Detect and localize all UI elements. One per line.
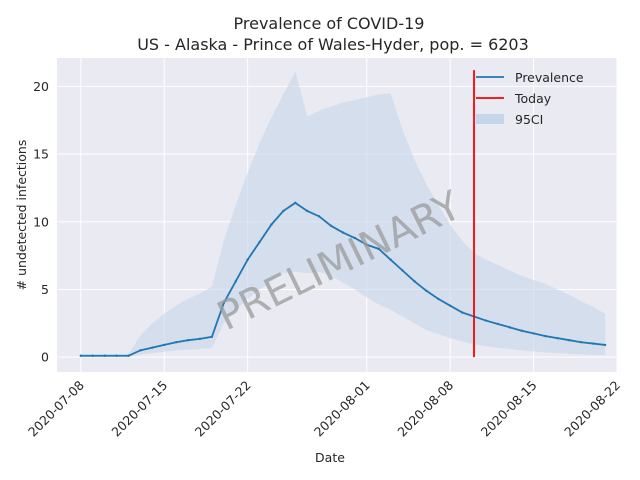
prevalence-point — [317, 215, 321, 218]
legend: Prevalence Today 95CI — [476, 70, 584, 127]
y-tick-label: 15 — [33, 147, 49, 162]
prevalence-point — [591, 342, 595, 345]
prevalence-point — [246, 258, 249, 261]
prevalence-point — [603, 343, 607, 347]
x-axis-label: Date — [315, 450, 345, 465]
y-axis-label: # undetected infections — [14, 140, 29, 291]
legend-prevalence-label: Prevalence — [515, 70, 584, 85]
prevalence-point — [484, 319, 488, 322]
prevalence-point — [568, 338, 571, 342]
prevalence-point — [234, 280, 237, 283]
prevalence-point — [460, 311, 464, 314]
prevalence-point — [556, 336, 559, 340]
prevalence-point — [544, 334, 547, 338]
prevalence-point — [258, 240, 261, 244]
x-tick-label: 2020-08-22 — [561, 378, 623, 440]
prevalence-point — [282, 209, 285, 213]
x-tick-label: 2020-08-15 — [478, 378, 540, 440]
prevalence-point — [151, 346, 154, 349]
prevalence-point — [341, 231, 345, 234]
y-tick-label: 20 — [33, 79, 49, 94]
prevalence-point — [115, 354, 118, 357]
prevalence-point — [413, 280, 416, 283]
x-tick-label: 2020-08-08 — [394, 377, 456, 439]
prevalence-point — [91, 354, 94, 357]
prevalence-point — [532, 332, 535, 335]
y-tick-label: 5 — [41, 282, 49, 297]
x-tick-label: 2020-07-22 — [192, 378, 254, 440]
prevalence-point — [401, 269, 404, 272]
prevalence-point — [198, 337, 202, 341]
prevalence-point — [139, 349, 142, 352]
chart-subtitle: US - Alaska - Prince of Wales-Hyder, pop… — [137, 35, 529, 54]
prevalence-point — [425, 289, 428, 292]
prevalence-point — [127, 354, 130, 357]
prevalence-point — [186, 338, 190, 342]
prevalence-point — [437, 297, 440, 301]
prevalence-point — [294, 201, 297, 205]
prevalence-point — [329, 224, 333, 228]
x-tick-label: 2020-08-01 — [311, 378, 373, 440]
prevalence-point — [210, 335, 214, 339]
prevalence-point — [103, 354, 106, 357]
prevalence-point — [448, 304, 452, 307]
prevalence-point — [174, 341, 178, 344]
x-tick-label: 2020-07-08 — [25, 377, 87, 439]
y-tick-label: 10 — [33, 214, 49, 229]
y-axis-ticks: 0 5 10 15 20 — [33, 79, 49, 365]
legend-ci-swatch — [476, 114, 504, 124]
prevalence-point — [353, 236, 357, 240]
prevalence-point — [377, 247, 380, 251]
prevalence-point — [389, 258, 392, 261]
y-tick-label: 0 — [41, 350, 49, 365]
legend-today-label: Today — [514, 91, 552, 106]
x-axis-ticks: 2020-07-08 2020-07-15 2020-07-22 2020-08-01… — [25, 377, 623, 439]
prevalence-point — [270, 223, 273, 226]
prevalence-point — [163, 343, 166, 347]
prevalence-point — [306, 209, 309, 213]
prevalence-point — [508, 326, 511, 329]
chart-title: Prevalence of COVID-19 — [234, 14, 425, 33]
prevalence-point — [580, 341, 583, 344]
prevalence-point — [79, 354, 83, 357]
prevalence-point — [365, 243, 368, 246]
legend-ci-label: 95CI — [515, 112, 543, 127]
prevalence-point — [222, 301, 226, 305]
prevalence-point — [496, 322, 500, 326]
prevalence-points — [79, 201, 607, 357]
x-tick-label: 2020-07-15 — [108, 378, 170, 440]
prevalence-point — [520, 329, 523, 332]
